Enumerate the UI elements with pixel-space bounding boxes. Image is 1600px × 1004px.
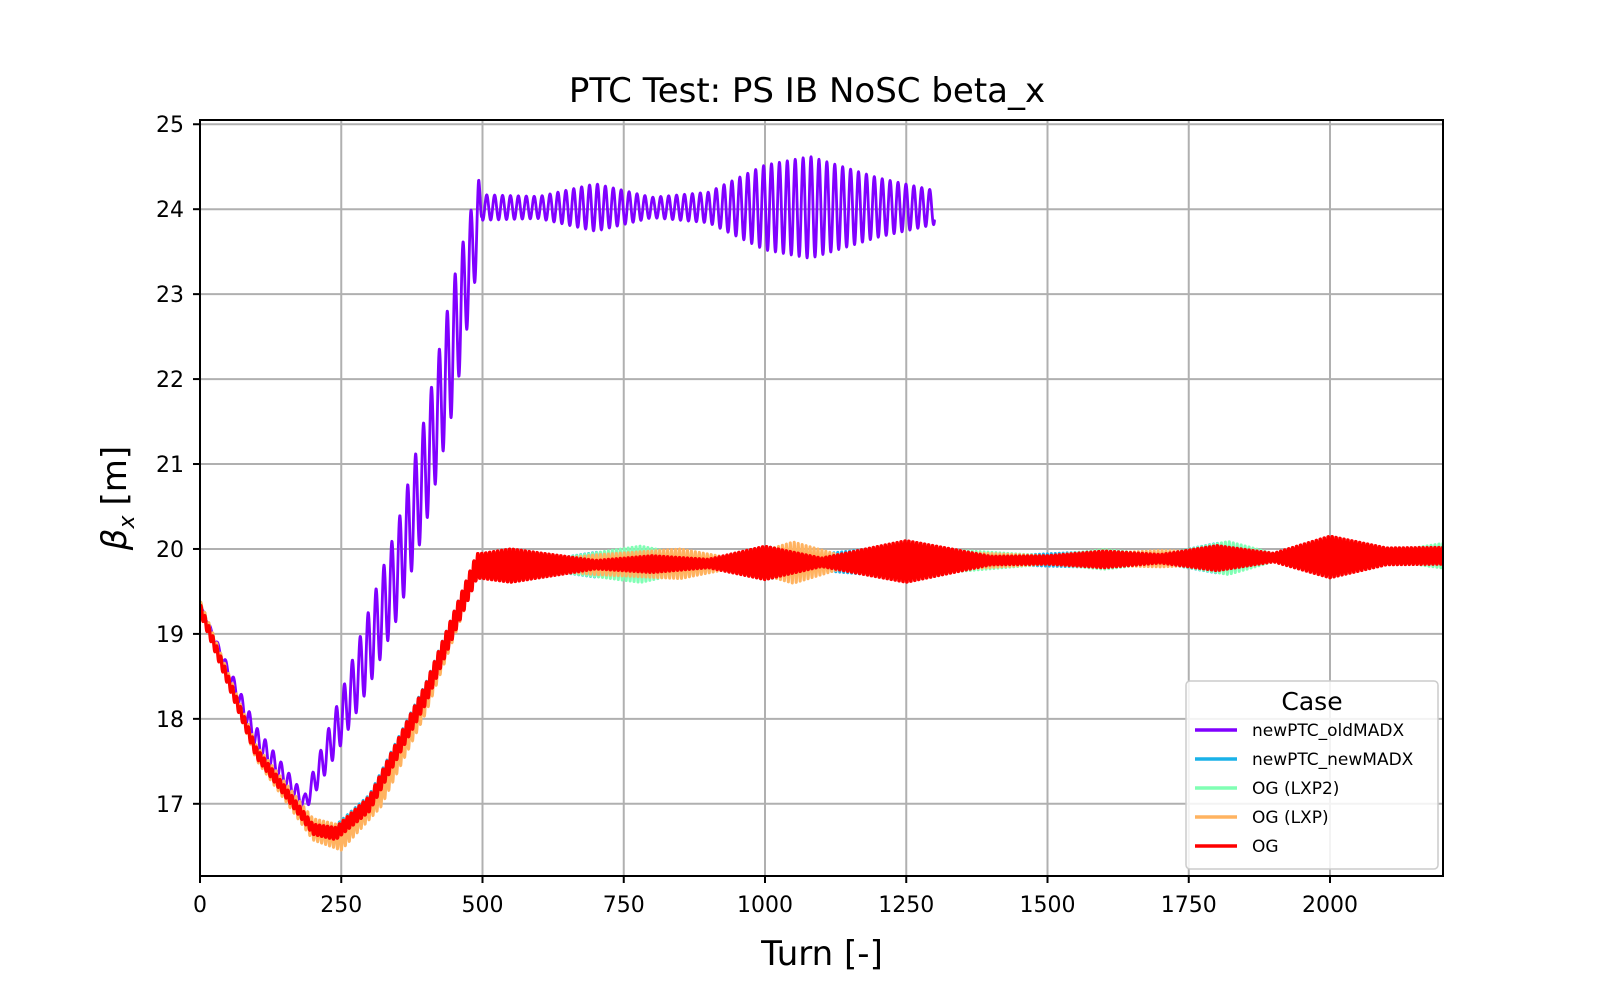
y-tick-label: 19 — [156, 623, 184, 648]
y-tick-label: 24 — [156, 198, 184, 223]
legend-entry-label: newPTC_oldMADX — [1252, 721, 1404, 741]
x-tick-label: 1750 — [1161, 893, 1217, 918]
series-line-og — [200, 534, 1443, 841]
x-tick-label: 0 — [193, 893, 207, 918]
y-axis-label: βx [m] — [95, 446, 140, 551]
legend-entry-label: OG (LXP) — [1252, 808, 1329, 828]
legend-entry-label: OG (LXP2) — [1252, 779, 1339, 799]
y-tick-label: 20 — [156, 538, 184, 563]
legend-entry-label: OG — [1252, 837, 1279, 857]
legend-title: Case — [1281, 687, 1342, 716]
y-tick-label: 18 — [156, 708, 184, 733]
x-tick-label: 1250 — [878, 893, 934, 918]
x-axis-label: Turn [-] — [760, 934, 883, 974]
x-tick-label: 1000 — [737, 893, 793, 918]
plot-frame — [199, 119, 1444, 877]
x-tick-label: 1500 — [1020, 893, 1076, 918]
y-tick-label: 25 — [156, 113, 184, 138]
axis-ticks: 0 250 500 750 1000 1250 1500 1750 2000 17 18 19 20 21… — [156, 113, 1358, 918]
legend-entry-label: newPTC_newMADX — [1252, 750, 1414, 770]
x-tick-label: 250 — [320, 893, 362, 918]
y-axis-label-symbol: β — [95, 528, 135, 551]
y-tick-label: 17 — [156, 793, 184, 818]
y-axis-label-subscript: x — [115, 514, 140, 529]
series-lines — [200, 155, 1443, 852]
y-tick-label: 22 — [156, 368, 184, 393]
legend-box — [1185, 680, 1439, 870]
x-tick-label: 750 — [603, 893, 645, 918]
legend: Case newPTC_oldMADX newPTC_newMADX OG (LXP… — [1185, 680, 1439, 870]
y-axis-label-unit: [m] — [95, 446, 135, 506]
x-tick-label: 2000 — [1302, 893, 1358, 918]
series-line-newptc-oldmadx — [200, 155, 936, 810]
y-tick-label: 21 — [156, 453, 184, 478]
y-tick-label: 23 — [156, 283, 184, 308]
legend-entries: newPTC_oldMADX newPTC_newMADX OG (LXP2) OG … — [1195, 721, 1414, 857]
chart-title: PTC Test: PS IB NoSC beta_x — [569, 71, 1045, 111]
x-tick-label: 500 — [462, 893, 504, 918]
